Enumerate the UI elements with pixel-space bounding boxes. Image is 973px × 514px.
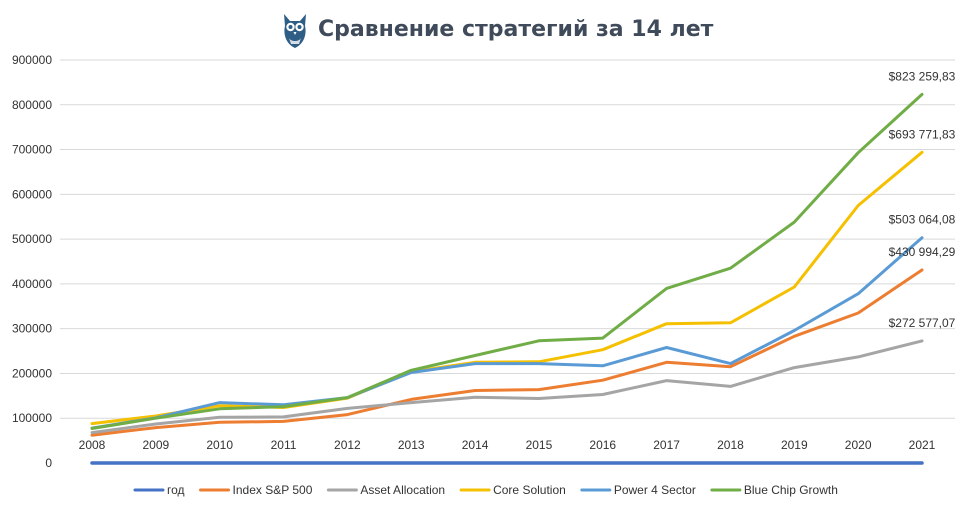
legend-label: Core Solution [493,483,566,497]
series-lines [90,92,924,465]
legend: год Index S&P 500 Asset Allocation Core Sol… [133,483,838,497]
legend-item: год [133,483,185,497]
data-label: $430 994,29 [889,245,956,259]
x-tick-label: 2017 [653,438,680,452]
grid [60,59,955,419]
x-tick-label: 2020 [845,438,872,452]
legend-item: Power 4 Sector [580,483,696,497]
legend-item: Blue Chip Growth [710,483,838,497]
y-tick-label: 700000 [12,143,52,157]
legend-label: Power 4 Sector [614,483,696,497]
series-line [90,339,924,435]
data-labels: $430 994,29 $272 577,07 $693 771,83 $503 06… [889,69,956,330]
data-label: $503 064,08 [889,213,956,227]
y-axis-ticks: 0 100000 200000 300000 400000 500000 600000 700… [12,53,52,470]
y-tick-label: 300000 [12,322,52,336]
legend-label: Blue Chip Growth [744,483,838,497]
x-tick-label: 2014 [462,438,489,452]
owl-logo-icon [284,14,306,48]
series-line [90,92,924,430]
series-line [90,268,924,437]
x-tick-label: 2009 [142,438,169,452]
x-axis-ticks: 2008 2009 2010 2011 2012 2013 2014 2015 2016 2017… [79,438,936,452]
chart-title: Сравнение стратегий за 14 лет [318,17,714,42]
x-tick-label: 2018 [717,438,744,452]
x-tick-label: 2011 [271,438,297,452]
series-line [90,150,924,426]
legend-label: Asset Allocation [360,483,445,497]
x-tick-label: 2019 [781,438,808,452]
data-label: $272 577,07 [889,316,956,330]
legend-item: Core Solution [459,483,566,497]
y-tick-label: 900000 [12,53,52,67]
y-tick-label: 100000 [12,411,52,425]
y-tick-label: 500000 [12,232,52,246]
x-tick-label: 2021 [909,438,936,452]
y-tick-label: 200000 [12,366,52,380]
x-tick-label: 2012 [334,438,361,452]
y-tick-label: 800000 [12,98,52,112]
legend-item: Index S&P 500 [199,483,313,497]
legend-item: Asset Allocation [326,483,445,497]
x-tick-label: 2015 [526,438,553,452]
y-tick-label: 600000 [12,187,52,201]
y-tick-label: 0 [45,456,52,470]
x-tick-label: 2016 [589,438,616,452]
legend-label: Index S&P 500 [233,483,313,497]
y-tick-label: 400000 [12,277,52,291]
legend-label: год [167,483,185,497]
x-tick-label: 2013 [398,438,425,452]
series-line [90,236,924,430]
data-label: $693 771,83 [889,127,956,141]
data-label: $823 259,83 [889,69,956,83]
x-tick-label: 2010 [206,438,233,452]
x-tick-label: 2008 [79,438,106,452]
